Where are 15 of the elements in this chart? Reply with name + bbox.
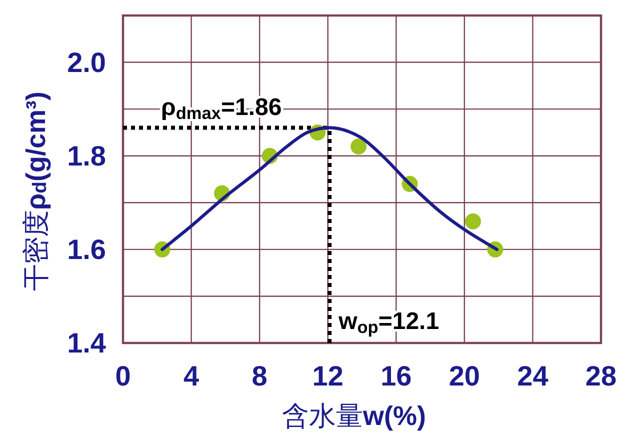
y-tick-label: 1.8	[67, 140, 106, 172]
point	[350, 138, 367, 154]
x-tick-label: 4	[183, 360, 200, 392]
x-axis-title: 含水量w(%)	[282, 400, 426, 432]
x-tick-label: 0	[115, 360, 131, 392]
y-tick-label: 1.4	[67, 328, 106, 358]
x-tick-label: 24	[517, 360, 549, 392]
x-tick-label: 20	[448, 360, 480, 392]
point	[464, 213, 481, 230]
y-tick-label: 2.0	[67, 46, 106, 78]
x-tick-label: 28	[585, 360, 617, 392]
x-tick-label: 8	[252, 360, 268, 392]
x-tick-label: 16	[380, 360, 412, 392]
y-tick-label: 1.6	[67, 234, 106, 265]
x-tick-label: 12	[312, 360, 344, 392]
